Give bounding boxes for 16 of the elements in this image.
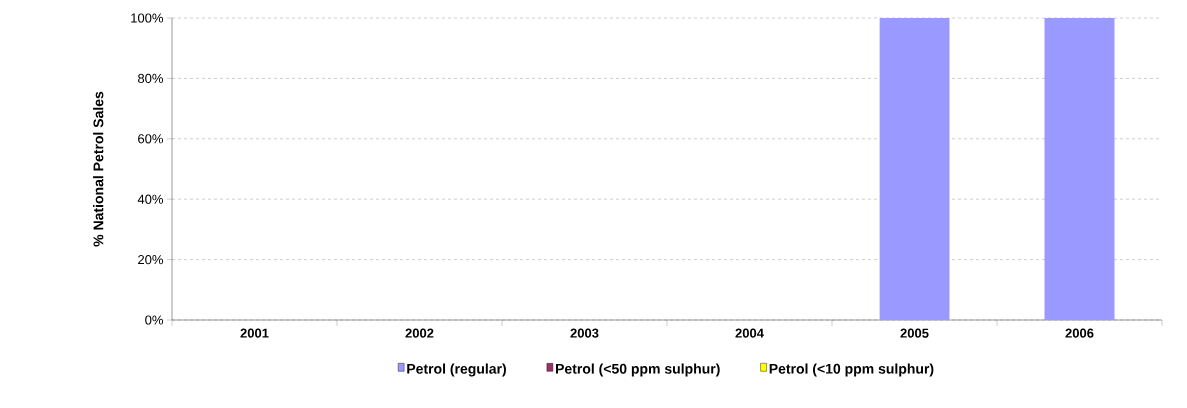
- x-tick-label: 2003: [570, 328, 599, 338]
- y-tick-label: 80%: [138, 73, 164, 83]
- y-tick-label: 100%: [131, 13, 164, 23]
- legend-label: Petrol (<10 ppm sulphur): [769, 363, 934, 377]
- legend-label: Petrol (<50 ppm sulphur): [556, 363, 720, 377]
- x-tick-label: 2006: [1065, 328, 1094, 338]
- x-tick-label: 2005: [900, 328, 929, 338]
- y-tick-label: 60%: [138, 134, 164, 144]
- y-tick-label: 0%: [145, 315, 164, 325]
- y-axis-title: % National Petrol Sales: [93, 91, 104, 247]
- y-tick-label: 20%: [138, 255, 164, 265]
- x-tick-label: 2004: [735, 328, 764, 338]
- x-tick-label: 2002: [405, 328, 434, 338]
- x-tick-label: 2001: [240, 328, 269, 338]
- legend-label: Petrol (regular): [407, 363, 506, 377]
- y-tick-label: 40%: [137, 194, 164, 204]
